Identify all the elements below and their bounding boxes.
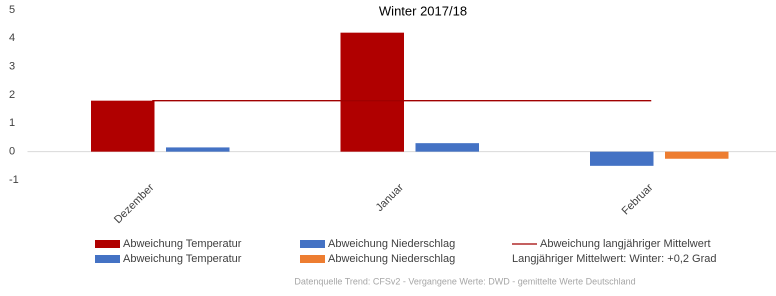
legend-swatch bbox=[95, 240, 120, 248]
bar bbox=[590, 151, 654, 166]
legend-label: Abweichung Niederschlag bbox=[328, 253, 455, 265]
legend-label: Abweichung Temperatur bbox=[123, 238, 242, 250]
source: Datenquelle Trend: CFSv2 - Vergangene We… bbox=[294, 276, 635, 286]
legend-swatch bbox=[95, 255, 120, 263]
y-tick-label: 3 bbox=[9, 61, 15, 73]
y-tick-label: 1 bbox=[9, 117, 15, 129]
chart-title: Winter 2017/18 bbox=[379, 3, 467, 18]
legend-label: Abweichung Temperatur bbox=[123, 253, 242, 265]
y-tick-label: 4 bbox=[9, 32, 15, 44]
legend-swatch bbox=[300, 255, 325, 263]
legend-label: Abweichung Niederschlag bbox=[328, 238, 455, 250]
y-tick-label: 2 bbox=[9, 89, 15, 101]
legend-label: Abweichung langjähriger Mittelwert bbox=[540, 238, 711, 250]
note: Langjähriger Mittelwert: Winter: +0,2 Gr… bbox=[512, 253, 717, 265]
y-tick-label: -1 bbox=[9, 174, 19, 186]
y-tick-label: 0 bbox=[9, 146, 15, 158]
x-tick-label: Februar bbox=[620, 181, 656, 217]
bar bbox=[166, 147, 230, 152]
bar bbox=[415, 143, 479, 152]
bar bbox=[665, 151, 729, 159]
x-tick-label: Januar bbox=[374, 181, 407, 214]
bar bbox=[340, 32, 404, 152]
x-tick-label: Dezember bbox=[112, 181, 157, 226]
y-tick-label: 5 bbox=[9, 4, 15, 16]
legend-swatch bbox=[300, 240, 325, 248]
bar bbox=[91, 100, 155, 152]
